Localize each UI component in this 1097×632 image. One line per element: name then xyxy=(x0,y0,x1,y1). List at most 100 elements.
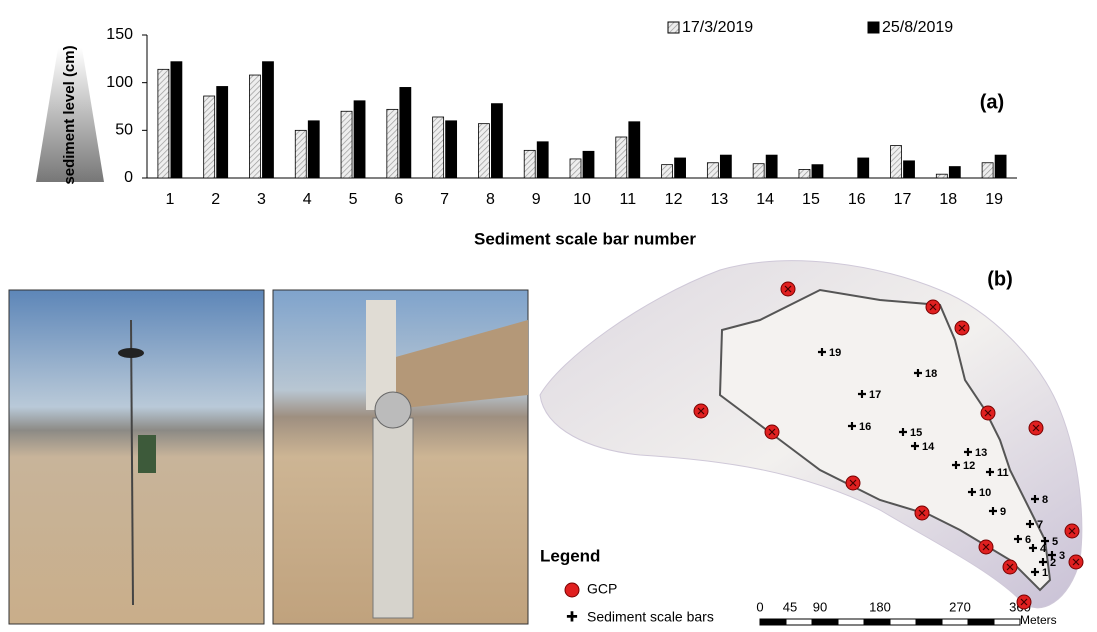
bar xyxy=(707,163,718,178)
point-label: 19 xyxy=(829,347,841,359)
x-tick-label: 1 xyxy=(165,191,174,208)
bar xyxy=(433,117,444,178)
photo-detail xyxy=(373,418,413,618)
bar xyxy=(812,165,823,178)
point-label: 12 xyxy=(963,460,975,472)
legend-swatch xyxy=(668,22,679,33)
legend-title: Legend xyxy=(540,546,600,565)
bar xyxy=(295,130,306,178)
bar xyxy=(524,150,535,178)
bar xyxy=(720,155,731,178)
scale-segment xyxy=(890,619,916,625)
x-tick-label: 2 xyxy=(211,191,220,208)
x-tick-label: 3 xyxy=(257,191,266,208)
bar xyxy=(387,109,398,178)
photo-gnss xyxy=(9,290,264,624)
bar xyxy=(858,158,869,178)
legend-label: 17/3/2019 xyxy=(682,19,753,36)
x-tick-label: 9 xyxy=(532,191,541,208)
y-tick-label: 50 xyxy=(115,122,133,139)
bar xyxy=(891,146,902,178)
bar xyxy=(675,158,686,178)
bar xyxy=(400,87,411,178)
panel-label: (a) xyxy=(980,91,1004,113)
x-tick-label: 13 xyxy=(710,191,728,208)
x-tick-label: 7 xyxy=(440,191,449,208)
scale-bar-marker: ✚ xyxy=(1038,557,1047,569)
point-label: 11 xyxy=(997,467,1009,479)
bar xyxy=(936,174,947,178)
scale-segment xyxy=(942,619,968,625)
legend-bar-symbol: ✚ xyxy=(566,609,578,625)
legend-label: GCP xyxy=(587,581,617,597)
scale-bar-marker: ✚ xyxy=(1040,536,1049,548)
scale-label: 180 xyxy=(869,599,891,614)
point-label: 18 xyxy=(925,368,937,380)
bar xyxy=(799,169,810,178)
point-label: 16 xyxy=(859,421,871,433)
bar xyxy=(583,151,594,178)
y-tick-label: 100 xyxy=(106,74,133,91)
bar xyxy=(158,69,169,178)
panel-label: (b) xyxy=(987,268,1013,290)
bar xyxy=(478,124,489,178)
scale-segment xyxy=(812,619,838,625)
x-tick-label: 15 xyxy=(802,191,820,208)
bar xyxy=(904,161,915,178)
bar xyxy=(217,86,228,178)
bar xyxy=(537,142,548,178)
x-tick-label: 10 xyxy=(573,191,591,208)
bar xyxy=(766,155,777,178)
scale-segment xyxy=(916,619,942,625)
x-tick-label: 5 xyxy=(349,191,358,208)
x-tick-label: 16 xyxy=(848,191,866,208)
scale-bar-marker: ✚ xyxy=(847,421,856,433)
bar xyxy=(308,121,319,178)
scale-bar: 04590180270360Meters xyxy=(756,599,1056,627)
bar xyxy=(204,96,215,178)
x-tick-label: 6 xyxy=(394,191,403,208)
scale-segment xyxy=(786,619,812,625)
bar xyxy=(662,165,673,178)
y-axis-title: sediment level (cm) xyxy=(61,45,78,184)
scale-label: 45 xyxy=(783,599,797,614)
x-tick-label: 8 xyxy=(486,191,495,208)
scale-bar-marker: ✚ xyxy=(1047,550,1056,562)
figure: sediment level (cm) Sediment scale bar n… xyxy=(0,0,1097,627)
x-tick-label: 11 xyxy=(619,191,636,208)
scale-bar-marker: ✚ xyxy=(913,368,922,380)
bar xyxy=(995,155,1006,178)
scale-segment xyxy=(760,619,786,625)
scale-segment xyxy=(994,619,1020,625)
scale-bar-marker: ✚ xyxy=(898,427,907,439)
scale-bar-marker: ✚ xyxy=(951,460,960,472)
x-tick-label: 18 xyxy=(939,191,957,208)
scale-bar-marker: ✚ xyxy=(988,506,997,518)
bar xyxy=(616,137,627,178)
scale-unit: Meters xyxy=(1020,613,1057,627)
bar xyxy=(491,104,502,178)
bar xyxy=(753,164,764,178)
x-tick-label: 14 xyxy=(756,191,774,208)
bar xyxy=(982,163,993,178)
scale-label: 0 xyxy=(756,599,763,614)
bar xyxy=(262,62,273,178)
x-axis-title: Sediment scale bar number xyxy=(474,229,696,248)
bar xyxy=(949,167,960,178)
scale-bar-marker: ✚ xyxy=(1030,494,1039,506)
point-label: 17 xyxy=(869,389,881,401)
bar xyxy=(629,122,640,178)
x-tick-label: 19 xyxy=(985,191,1003,208)
x-tick-label: 12 xyxy=(665,191,683,208)
x-tick-label: 17 xyxy=(894,191,912,208)
bar xyxy=(341,111,352,178)
point-label: 3 xyxy=(1059,550,1065,562)
point-label: 10 xyxy=(979,487,991,499)
point-label: 14 xyxy=(922,441,935,453)
scale-bar-marker: ✚ xyxy=(910,441,919,453)
scale-bar-marker: ✚ xyxy=(963,447,972,459)
point-label: 5 xyxy=(1052,536,1058,548)
scale-bar-marker: ✚ xyxy=(967,487,976,499)
bar xyxy=(171,62,182,178)
